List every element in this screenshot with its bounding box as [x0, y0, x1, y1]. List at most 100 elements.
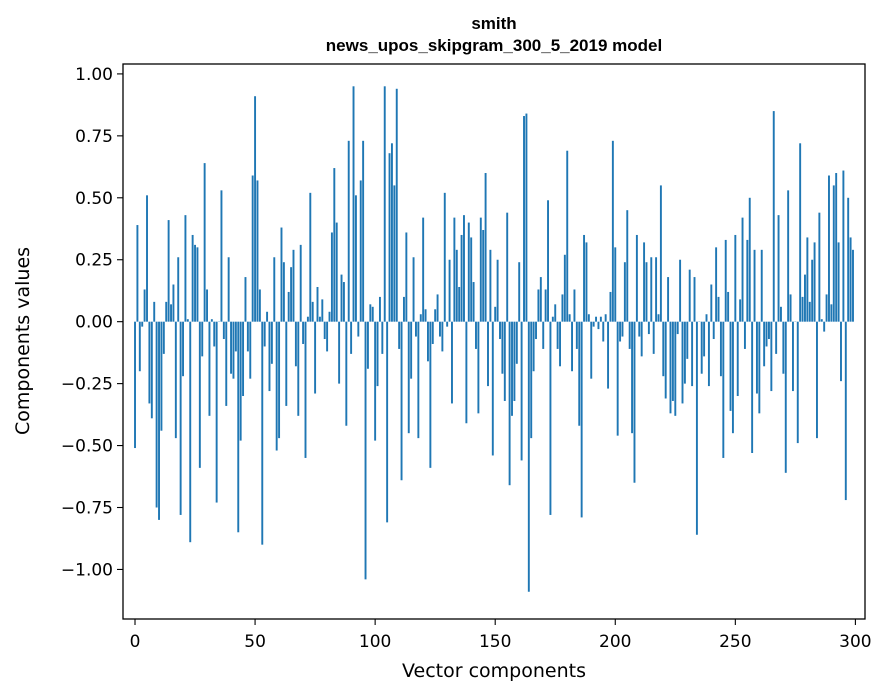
- bar-component-33: [213, 321, 216, 347]
- bar-component-132: [451, 321, 453, 404]
- bar-component-247: [727, 291, 730, 322]
- bar-component-196: [604, 314, 607, 322]
- bar-component-248: [729, 321, 732, 411]
- y-tick-label-3: 0.25: [75, 251, 113, 271]
- bar-component-15: [170, 304, 172, 322]
- bar-component-119: [419, 314, 422, 322]
- bar-component-51: [256, 180, 259, 322]
- plot-area-frame: [122, 63, 866, 620]
- chart-title-line-2: news_upos_skipgram_300_5_2019 model: [326, 36, 662, 55]
- bar-component-135: [458, 286, 461, 322]
- bar-component-217: [655, 257, 658, 322]
- bar-component-201: [616, 321, 619, 436]
- bar-component-242: [715, 247, 718, 322]
- bar-component-18: [177, 257, 180, 322]
- bar-component-153: [501, 321, 504, 374]
- bar-component-82: [330, 232, 333, 322]
- bar-component-216: [652, 321, 655, 354]
- x-axis-ticks: 0 50 100 150 200 250 300: [130, 619, 872, 652]
- bar-component-16: [172, 284, 175, 322]
- bar-component-47: [246, 321, 249, 352]
- bar-component-56: [268, 321, 271, 392]
- bar-component-122: [427, 321, 429, 362]
- bar-component-184: [575, 321, 578, 349]
- bar-component-215: [650, 257, 653, 322]
- bar-component-30: [206, 289, 208, 322]
- bar-component-48: [249, 321, 252, 379]
- bar-component-41: [232, 321, 235, 379]
- bar-component-125: [434, 309, 437, 322]
- bar-component-169: [539, 277, 542, 322]
- bar-component-103: [381, 321, 384, 354]
- bar-component-218: [657, 314, 660, 322]
- bar-component-276: [796, 321, 799, 444]
- bar-component-64: [287, 291, 290, 322]
- bar-component-190: [590, 321, 593, 379]
- x-axis-label: Vector components: [402, 660, 586, 682]
- bar-component-75: [314, 321, 317, 394]
- bar-component-120: [422, 217, 425, 322]
- bar-component-287: [823, 321, 826, 332]
- bar-component-289: [828, 175, 830, 322]
- bar-component-17: [174, 321, 177, 439]
- bar-component-197: [607, 321, 610, 389]
- bar-component-52: [258, 289, 261, 322]
- bar-component-260: [758, 321, 761, 414]
- bar-component-213: [645, 262, 648, 322]
- bar-component-8: [153, 301, 156, 322]
- bar-component-63: [285, 321, 288, 406]
- x-tick-label-50: 50: [244, 632, 266, 652]
- chart-title-line-1: smith: [471, 14, 516, 33]
- bar-component-209: [635, 234, 638, 322]
- y-axis-label: Components values: [12, 247, 34, 435]
- bar-component-222: [667, 277, 670, 322]
- bar-component-188: [585, 242, 588, 322]
- bar-component-112: [402, 296, 405, 322]
- bar-component-70: [302, 321, 305, 344]
- bar-component-98: [369, 304, 372, 322]
- bar-component-256: [748, 197, 751, 322]
- bar-component-161: [520, 321, 523, 461]
- bar-component-69: [299, 244, 302, 322]
- bar-component-224: [671, 321, 674, 401]
- bar-component-106: [388, 153, 391, 322]
- bar-component-263: [765, 321, 768, 347]
- bar-component-24: [191, 234, 194, 322]
- bar-component-214: [647, 321, 650, 335]
- bar-component-267: [775, 321, 778, 354]
- y-axis-ticks: 1.00 0.75 0.50 0.25 0.00 −0.25 −0.50 −0.75 −1.00: [61, 65, 123, 580]
- bar-component-20: [182, 321, 184, 377]
- bar-component-164: [527, 321, 530, 592]
- bar-component-293: [837, 242, 840, 322]
- bar-component-206: [628, 321, 631, 349]
- bar-component-225: [674, 321, 677, 416]
- bar-component-193: [597, 321, 600, 330]
- bar-component-113: [405, 232, 408, 322]
- bar-component-9: [155, 321, 158, 508]
- bar-component-165: [530, 321, 533, 439]
- bar-component-245: [722, 321, 725, 458]
- bar-component-286: [820, 319, 823, 322]
- bar-component-137: [463, 215, 465, 322]
- bar-component-200: [614, 247, 617, 322]
- bar-component-1: [136, 225, 139, 322]
- bar-component-121: [424, 309, 427, 322]
- bar-component-156: [508, 321, 511, 486]
- bar-component-66: [292, 249, 295, 322]
- bar-component-210: [638, 321, 641, 337]
- bar-component-152: [499, 321, 501, 340]
- bar-component-163: [525, 113, 528, 322]
- bar-component-67: [294, 321, 297, 367]
- bar-component-62: [282, 262, 285, 322]
- bar-component-11: [160, 321, 163, 431]
- bar-component-3: [141, 321, 144, 327]
- bar-component-50: [254, 96, 257, 322]
- bar-component-290: [830, 304, 833, 322]
- bar-component-12: [162, 321, 165, 354]
- bar-component-298: [849, 237, 852, 322]
- bar-component-102: [378, 296, 381, 322]
- bar-component-25: [194, 244, 196, 322]
- bar-component-101: [376, 321, 379, 387]
- bar-component-60: [278, 321, 281, 439]
- bar-component-144: [479, 217, 482, 322]
